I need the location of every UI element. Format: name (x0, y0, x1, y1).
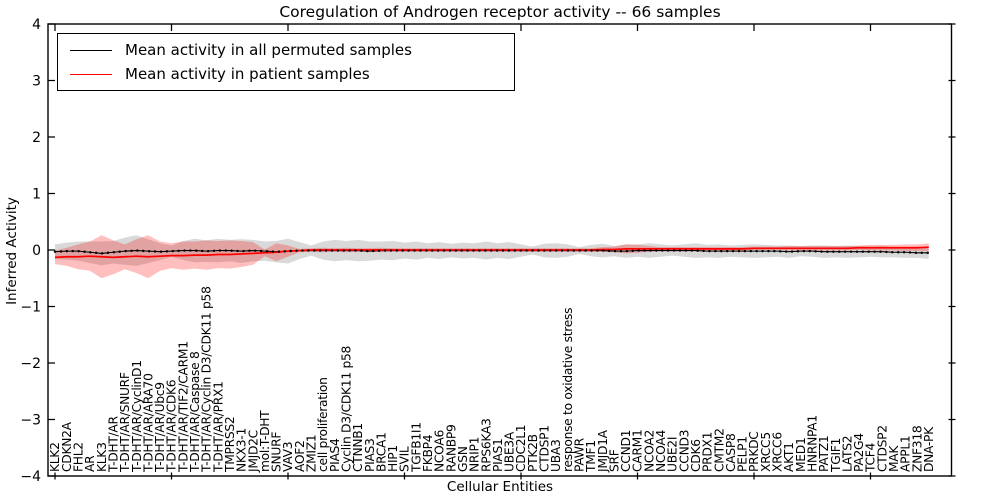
x-tick-label: PTK2B (526, 434, 540, 472)
x-tick-label: mol:T-DHT (258, 410, 272, 472)
x-tick-label: CDK6 (689, 439, 703, 472)
x-tick-label: MED1 (794, 438, 808, 472)
x-tick-label: PIAS3 (363, 438, 377, 472)
x-tick-label: PAWR (572, 437, 586, 472)
x-tick-label: FKBP4 (421, 434, 435, 472)
y-tick-label: 1 (32, 187, 41, 203)
x-tick-label: PATZ1 (817, 436, 831, 472)
x-tick-label: CTDSP1 (538, 425, 552, 472)
x-tick-label: T-DHT/AR/CyclinD1 (130, 360, 144, 473)
x-tick-label: NKX3-1 (235, 428, 249, 472)
x-tick-label: JMJD1A (596, 429, 610, 473)
x-tick-label: AR (83, 455, 97, 472)
x-tick-label: UBA3 (549, 440, 563, 472)
x-tick-label: SVIL (398, 446, 412, 472)
legend-item-patient: Mean activity in patient samples (58, 62, 514, 86)
x-tick-label: PRDX1 (701, 432, 715, 472)
x-tick-label: T-DHT/AR (106, 415, 120, 473)
x-tick-label: T-DHT/AR/Ubc9 (153, 382, 167, 473)
x-tick-label: CCND1 (619, 430, 633, 472)
patient-std-band (55, 235, 929, 279)
x-tick-label: XRCC5 (759, 432, 773, 472)
x-tick-label: CARM1 (631, 430, 645, 472)
legend-label-patient: Mean activity in patient samples (125, 65, 370, 83)
x-tick-label: TGIF1 (829, 438, 843, 473)
x-tick-label: T-DHT/AR/SNURF (118, 372, 132, 473)
x-axis-label: Cellular Entities (446, 479, 554, 495)
x-tick-label: NCOA4 (654, 430, 668, 472)
legend: Mean activity in all permuted samples Me… (57, 33, 515, 91)
x-tick-label: MAK (887, 445, 901, 472)
legend-line-black (70, 49, 112, 51)
x-tick-label: T-DHT/AR/ARA70 (141, 373, 155, 473)
x-tick-label: PA2G4 (852, 433, 866, 472)
x-tick-label: KLK2 (48, 442, 62, 472)
x-tick-label: APPL1 (899, 436, 913, 472)
x-tick-label: CTNNB1 (351, 423, 365, 472)
y-tick-label: −2 (20, 356, 41, 372)
x-tick-label: PIAS1 (491, 438, 505, 472)
x-tick-label: ZNF318 (910, 426, 924, 472)
x-tick-label: ZMIZ1 (305, 435, 319, 472)
x-tick-label: TCF4 (864, 442, 878, 473)
x-tick-label: PIAS4 (328, 438, 342, 472)
x-tick-label: RANBP9 (444, 424, 458, 472)
x-tick-label: PELP1 (736, 436, 750, 472)
x-tick-label: XRCC6 (771, 432, 785, 472)
x-tick-label: TGFB1I1 (409, 422, 423, 473)
x-tick-label: CMTM2 (712, 428, 726, 472)
x-tick-label: T-DHT/AR/PRX1 (211, 381, 225, 473)
x-tick-label: NCOA6 (433, 430, 447, 472)
y-tick-label: 4 (32, 17, 41, 33)
x-tick-label: FHL2 (72, 442, 86, 472)
y-axis-label: Inferred Activity (4, 197, 20, 305)
x-tick-label: NCOA2 (642, 430, 656, 472)
x-tick-label: UBE3A (503, 431, 517, 472)
x-tick-label: Cyclin D3/CDK11 p58 (339, 346, 353, 472)
x-tick-label: HNRNPA1 (805, 415, 819, 472)
permuted-mean-dots (53, 249, 930, 255)
y-tick-label: 2 (32, 130, 41, 146)
x-tick-label: JMJD2C (246, 430, 260, 473)
legend-label-permuted: Mean activity in all permuted samples (125, 41, 412, 59)
x-tick-label: LATS2 (840, 436, 854, 472)
x-tick-label: CDKN2A (60, 421, 74, 472)
y-tick-label: 3 (32, 74, 41, 90)
x-tick-label: SNURF (270, 432, 284, 472)
x-tick-label: NRIP1 (468, 437, 482, 472)
x-tick-label: AOF2 (293, 440, 307, 472)
x-tick-label: T-DHT/AR/CDK6 (165, 379, 179, 473)
y-tick-label: −4 (20, 469, 41, 485)
x-tick-label: T-DHT/AR/Caspase 8 (188, 352, 202, 473)
chart-title: Coregulation of Androgen receptor activi… (279, 3, 721, 21)
x-tick-label: RPS6KA3 (479, 418, 493, 472)
legend-item-permuted: Mean activity in all permuted samples (58, 38, 514, 62)
legend-line-red (70, 73, 112, 75)
x-tick-label: cell proliferation (316, 377, 330, 472)
y-tick-label: 0 (32, 243, 41, 259)
x-tick-label: DNA-PK (922, 426, 936, 472)
x-tick-label: T-DHT/AR/Cyclin D3/CDK11 p58 (200, 286, 214, 473)
x-tick-label: CASP8 (724, 433, 738, 472)
x-tick-label: CDC2L1 (514, 425, 528, 472)
x-tick-label: KLK3 (95, 442, 109, 472)
x-tick-label: BRCA1 (374, 432, 388, 472)
x-tick-label: AKT1 (782, 442, 796, 472)
y-tick-label: −3 (20, 413, 41, 429)
x-tick-label: HIP1 (386, 445, 400, 472)
x-tick-label: TMPRSS2 (223, 417, 237, 473)
x-tick-label: CCND3 (677, 430, 691, 472)
x-tick-label: response to oxidative stress (561, 308, 575, 472)
y-tick-label: −1 (20, 300, 41, 316)
x-tick-label: T-DHT/AR/TIF2/CARM1 (176, 341, 190, 473)
x-tick-label: UBE2I (666, 437, 680, 472)
x-tick-label: CTDSP2 (875, 425, 889, 472)
x-tick-label: PRKDC (747, 431, 761, 472)
x-tick-label: SRF (607, 449, 621, 472)
x-tick-label: GSN (456, 446, 470, 472)
x-tick-label: VAV3 (281, 442, 295, 472)
x-tick-label: TMF1 (584, 440, 598, 473)
